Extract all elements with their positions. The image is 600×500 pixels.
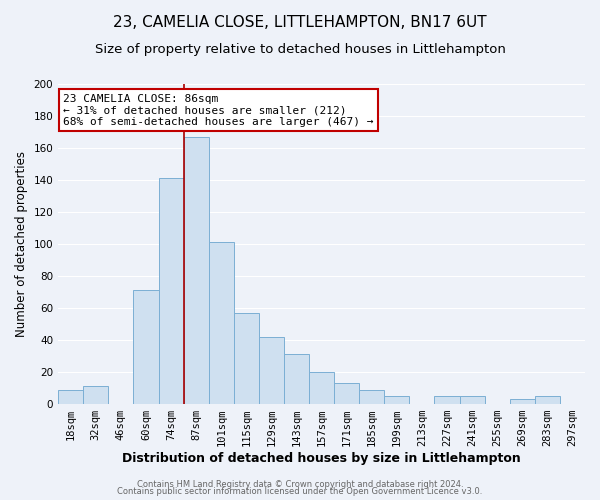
Bar xyxy=(133,290,158,404)
Text: 23, CAMELIA CLOSE, LITTLEHAMPTON, BN17 6UT: 23, CAMELIA CLOSE, LITTLEHAMPTON, BN17 6… xyxy=(113,15,487,30)
Bar xyxy=(510,400,535,404)
Bar xyxy=(434,396,460,404)
Bar xyxy=(359,390,385,404)
Bar xyxy=(309,372,334,404)
Bar xyxy=(259,337,284,404)
Bar xyxy=(460,396,485,404)
Text: Size of property relative to detached houses in Littlehampton: Size of property relative to detached ho… xyxy=(95,42,505,56)
Bar xyxy=(184,137,209,404)
Y-axis label: Number of detached properties: Number of detached properties xyxy=(15,151,28,337)
Text: Contains HM Land Registry data © Crown copyright and database right 2024.: Contains HM Land Registry data © Crown c… xyxy=(137,480,463,489)
Bar xyxy=(158,178,184,404)
Bar xyxy=(535,396,560,404)
Bar xyxy=(334,384,359,404)
Bar xyxy=(234,313,259,404)
Text: 23 CAMELIA CLOSE: 86sqm
← 31% of detached houses are smaller (212)
68% of semi-d: 23 CAMELIA CLOSE: 86sqm ← 31% of detache… xyxy=(64,94,374,127)
Bar xyxy=(83,386,109,404)
Bar xyxy=(385,396,409,404)
Bar xyxy=(284,354,309,404)
Bar xyxy=(209,242,234,404)
Bar xyxy=(58,390,83,404)
Text: Contains public sector information licensed under the Open Government Licence v3: Contains public sector information licen… xyxy=(118,487,482,496)
X-axis label: Distribution of detached houses by size in Littlehampton: Distribution of detached houses by size … xyxy=(122,452,521,465)
